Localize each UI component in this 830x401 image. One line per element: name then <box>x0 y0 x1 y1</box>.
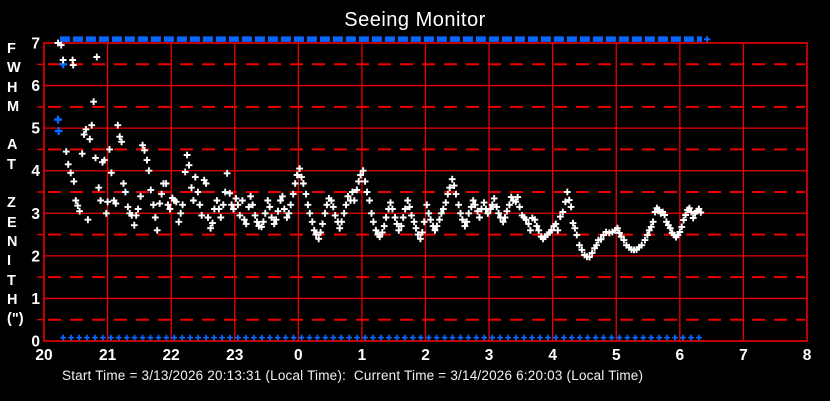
y-axis-label-char: Z <box>7 195 16 212</box>
y-axis-label-char: W <box>7 60 21 77</box>
y-axis-label-char: T <box>7 272 16 289</box>
svg-text:6: 6 <box>31 78 40 95</box>
y-axis-label-char: F <box>7 41 16 57</box>
svg-text:5: 5 <box>31 121 40 138</box>
y-axis-label-char: E <box>7 214 17 231</box>
svg-text:21: 21 <box>99 347 117 364</box>
svg-text:6: 6 <box>676 347 685 364</box>
svg-text:20: 20 <box>35 347 52 364</box>
series-offscale-top-row <box>59 36 711 43</box>
grid-lines <box>37 42 808 342</box>
svg-text:2: 2 <box>31 248 40 265</box>
y-axis-label-char: H <box>7 79 18 96</box>
status-bar-text: Start Time = 3/13/2026 20:13:31 (Local T… <box>62 368 644 383</box>
y-axis-label-char: I <box>7 253 12 270</box>
y-axis-label: F W H M A T Z E N I T H (") <box>7 40 39 329</box>
svg-text:2: 2 <box>421 347 430 364</box>
series-baseline-bottom-row <box>60 334 702 341</box>
svg-text:4: 4 <box>548 347 557 364</box>
chart-title: Seeing Monitor <box>344 9 486 31</box>
series-seeing-fwhm-zenith <box>54 39 705 261</box>
series-seeing-blue-points <box>54 60 68 136</box>
svg-text:0: 0 <box>294 347 303 364</box>
y-axis-label-char: M <box>7 98 20 115</box>
svg-text:1: 1 <box>31 291 40 308</box>
svg-text:22: 22 <box>163 347 180 364</box>
svg-text:7: 7 <box>739 347 748 364</box>
svg-text:0: 0 <box>31 334 40 351</box>
y-axis-label-char: A <box>7 137 18 154</box>
svg-text:3: 3 <box>31 206 40 223</box>
y-axis-label-char: T <box>7 156 16 173</box>
y-axis-label-char: N <box>7 233 18 250</box>
y-axis-label-char: H <box>7 291 18 308</box>
svg-text:5: 5 <box>612 347 621 364</box>
svg-text:4: 4 <box>31 163 40 180</box>
svg-text:8: 8 <box>803 347 812 364</box>
svg-text:1: 1 <box>358 347 367 364</box>
svg-text:23: 23 <box>226 347 244 364</box>
svg-text:7: 7 <box>31 36 40 53</box>
y-axis-label-char: (") <box>7 311 24 328</box>
svg-text:3: 3 <box>485 347 494 364</box>
